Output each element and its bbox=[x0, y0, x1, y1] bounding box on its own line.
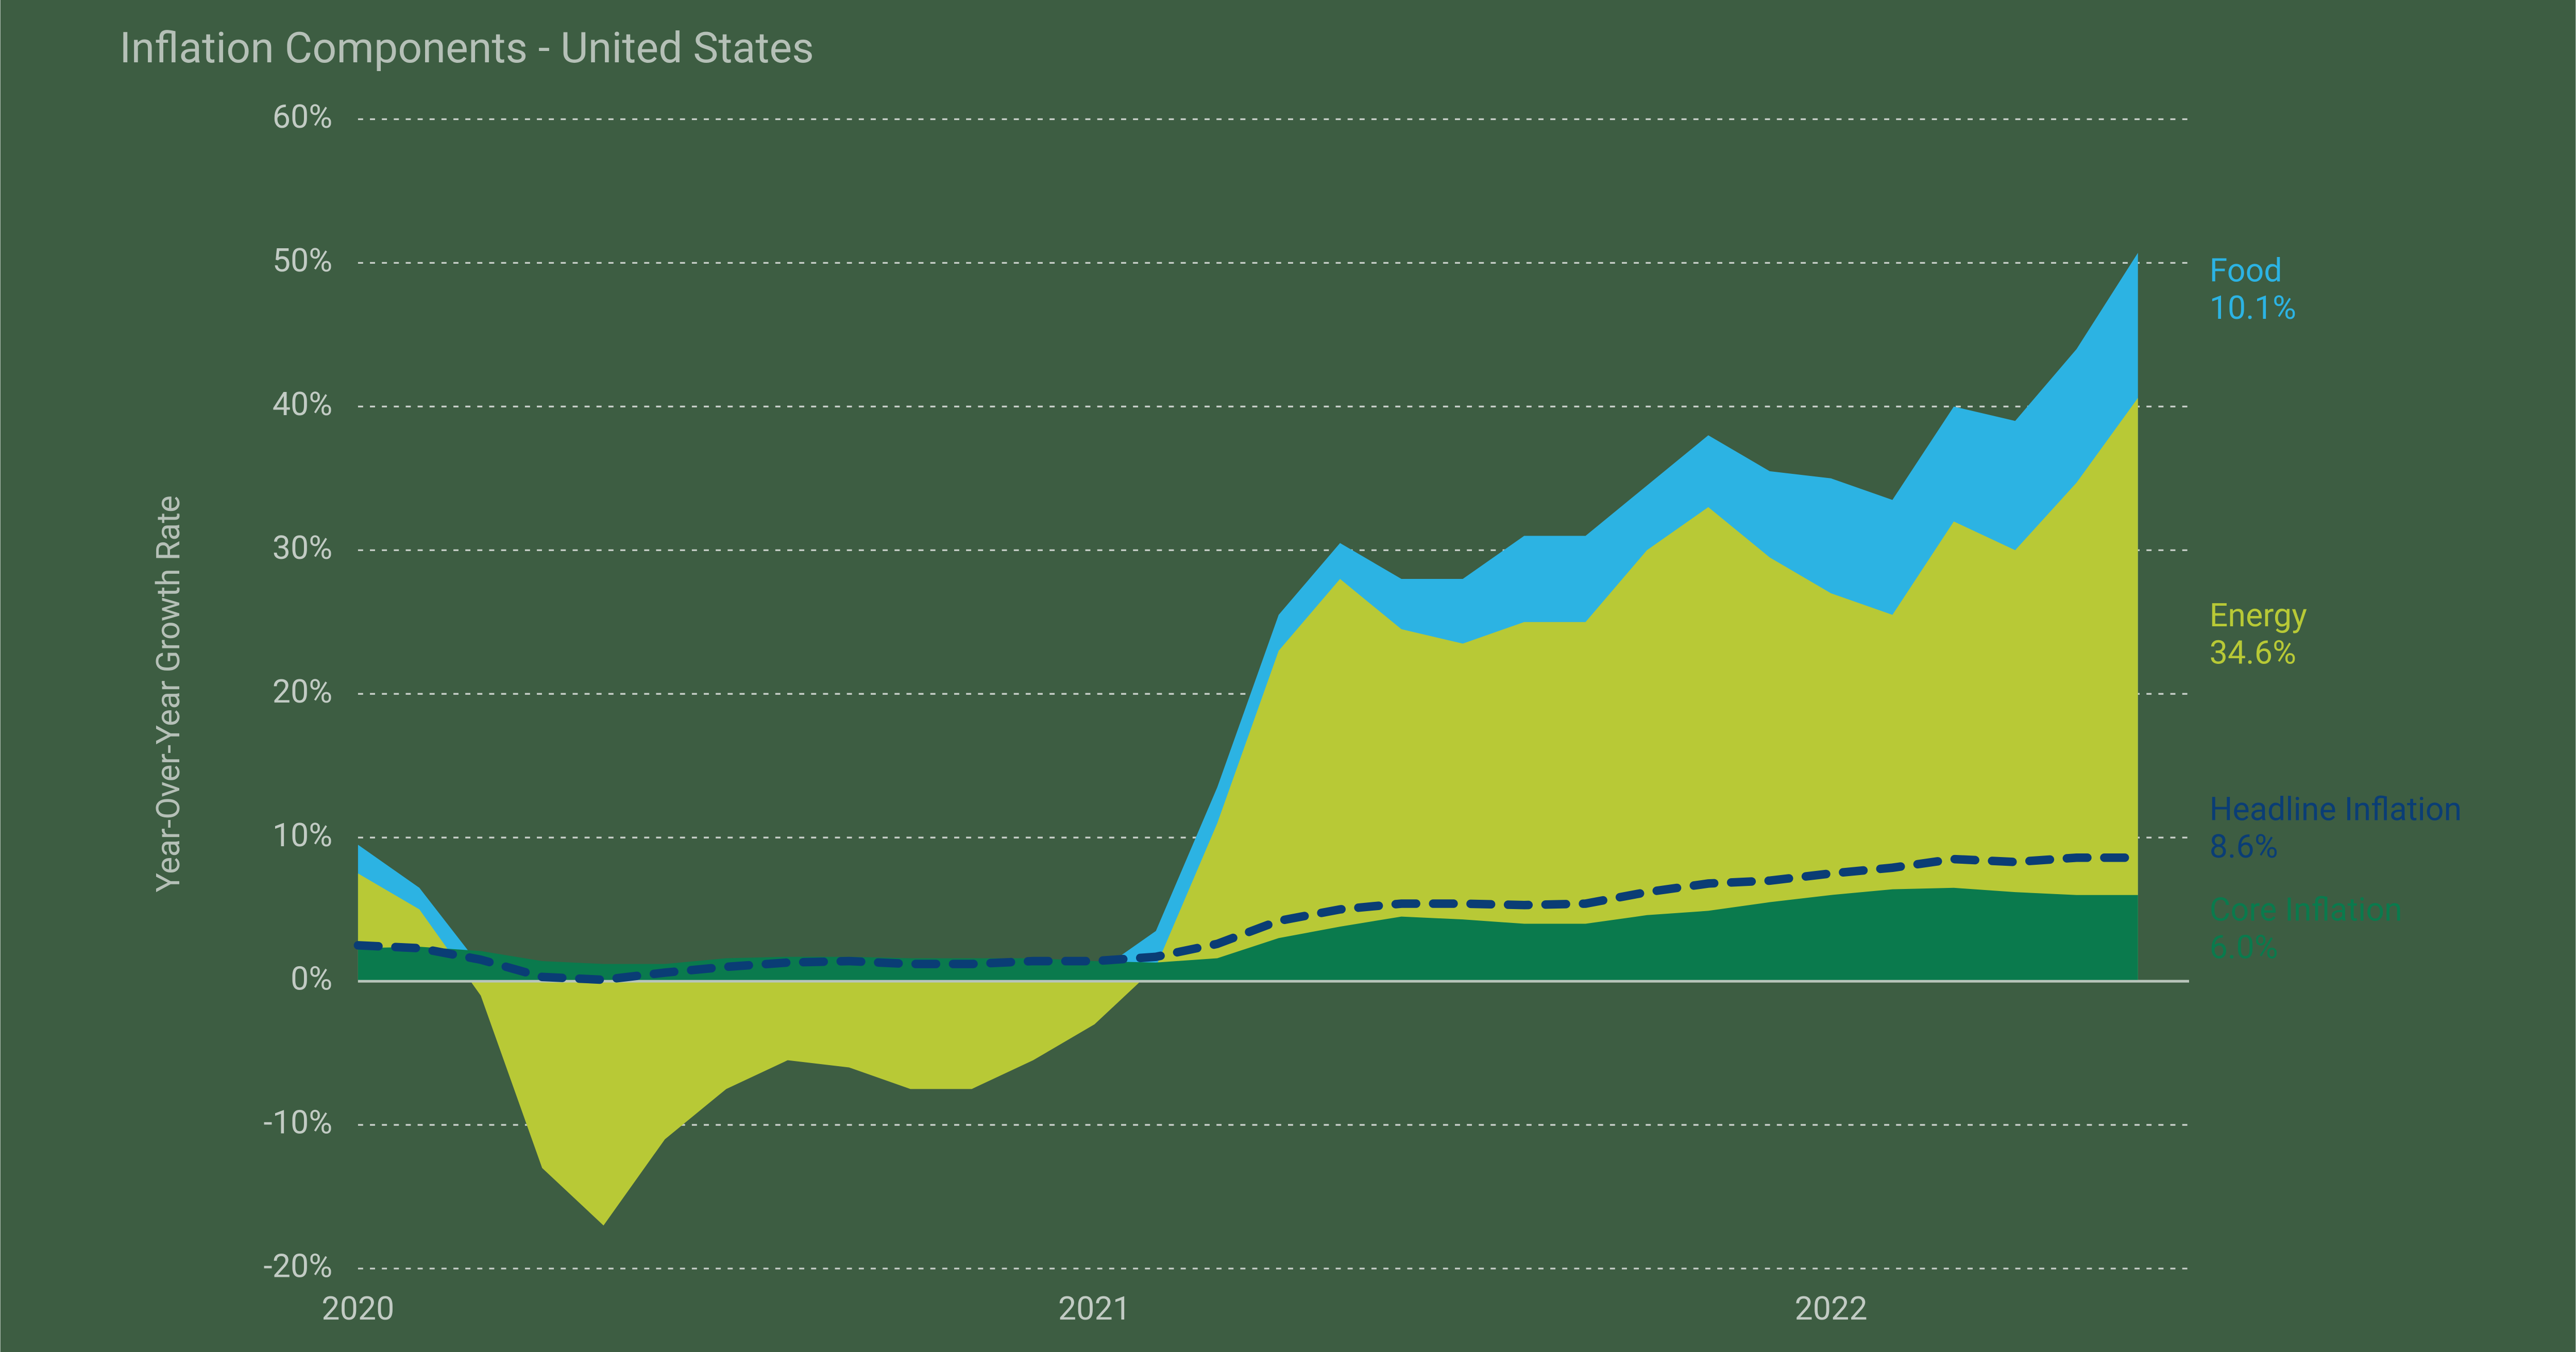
y-axis-label: Year-Over-Year Growth Rate bbox=[150, 495, 188, 893]
inflation-chart: Inflation Components - United States -20%… bbox=[0, 0, 2576, 1352]
end-label-food-title: Food bbox=[2210, 252, 2282, 289]
x-tick-label: 2022 bbox=[1794, 1290, 1867, 1328]
end-label-headline-title: Headline Inflation bbox=[2210, 791, 2462, 828]
y-tick-label: -10% bbox=[263, 1104, 332, 1142]
y-tick-label: 60% bbox=[273, 98, 333, 136]
end-label-food-value: 10.1% bbox=[2210, 289, 2296, 327]
end-label-headline-value: 8.6% bbox=[2210, 828, 2278, 866]
y-tick-label: 20% bbox=[273, 673, 333, 711]
x-tick-label: 2020 bbox=[321, 1290, 394, 1328]
y-tick-label: -20% bbox=[263, 1248, 332, 1286]
y-tick-label: 30% bbox=[273, 529, 333, 567]
end-label-core-title: Core Inflation bbox=[2210, 892, 2402, 929]
x-tick-label: 2021 bbox=[1058, 1290, 1131, 1328]
y-tick-label: 10% bbox=[273, 817, 333, 854]
end-label-energy-title: Energy bbox=[2210, 597, 2307, 635]
y-tick-label: 0% bbox=[291, 961, 332, 998]
y-tick-label: 50% bbox=[273, 242, 333, 280]
end-label-energy-value: 34.6% bbox=[2210, 635, 2296, 672]
chart-title: Inflation Components - United States bbox=[120, 23, 814, 73]
y-tick-label: 40% bbox=[273, 386, 333, 423]
end-label-core-value: 6.0% bbox=[2210, 929, 2278, 966]
